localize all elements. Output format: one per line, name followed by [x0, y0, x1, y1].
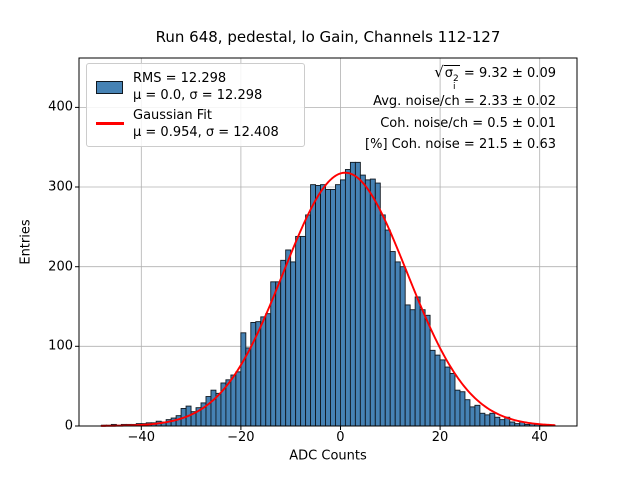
axes-frame — [78, 57, 578, 427]
chart-title: Run 648, pedestal, lo Gain, Channels 112… — [155, 28, 501, 46]
stats-annotations: √σ 2 i = 9.32 ± 0.09 Avg. noise/ch = 2.33 … — [365, 62, 556, 156]
coh-noise-line: Coh. noise/ch = 0.5 ± 0.01 — [380, 115, 556, 131]
y-tick-label: 200 — [48, 259, 73, 275]
y-tick-label: 100 — [48, 338, 73, 354]
total-noise-value: = 9.32 ± 0.09 — [459, 66, 556, 81]
histogram-swatch — [96, 80, 123, 94]
y-tick-label: 0 — [64, 418, 73, 434]
sqrt-radical-icon: √ — [434, 63, 444, 81]
legend: RMS = 12.298 μ = 0.0, σ = 12.298 Gaussia… — [86, 63, 305, 147]
avg-noise-line: Avg. noise/ch = 2.33 ± 0.02 — [373, 94, 556, 109]
x-axis-label: ADC Counts — [289, 448, 367, 464]
y-tick-label: 300 — [48, 179, 73, 195]
x-tick-label: −20 — [227, 430, 255, 445]
gaussian-fit-curve — [100, 171, 556, 427]
sigma-symbol: σ — [444, 66, 454, 81]
legend-hist-line2: μ = 0.0, σ = 12.298 — [133, 88, 263, 104]
histogram-bars — [100, 161, 556, 427]
sigma-subscript: i — [453, 82, 456, 92]
x-tick-label: 0 — [336, 430, 345, 445]
tick-marks — [75, 106, 541, 430]
sigma-superscript: 2 — [453, 74, 459, 84]
fit-line-swatch — [96, 122, 124, 126]
legend-fit-line2: μ = 0.954, σ = 12.408 — [133, 124, 279, 140]
legend-hist-line1: RMS = 12.298 — [133, 71, 227, 87]
legend-item-histogram: RMS = 12.298 μ = 0.0, σ = 12.298 — [96, 70, 296, 104]
x-tick-label: −40 — [127, 430, 155, 445]
total-noise-line: √σ 2 i = 9.32 ± 0.09 — [365, 62, 556, 92]
legend-item-gaussian-fit: Gaussian Fit μ = 0.954, σ = 12.408 — [96, 107, 296, 141]
y-tick-label: 400 — [48, 99, 73, 115]
x-tick-label: 40 — [531, 430, 548, 445]
coh-noise-pct-line: [%] Coh. noise = 21.5 ± 0.63 — [365, 137, 556, 152]
x-tick-label: 20 — [431, 430, 449, 445]
legend-fit-line1: Gaussian Fit — [133, 107, 213, 123]
